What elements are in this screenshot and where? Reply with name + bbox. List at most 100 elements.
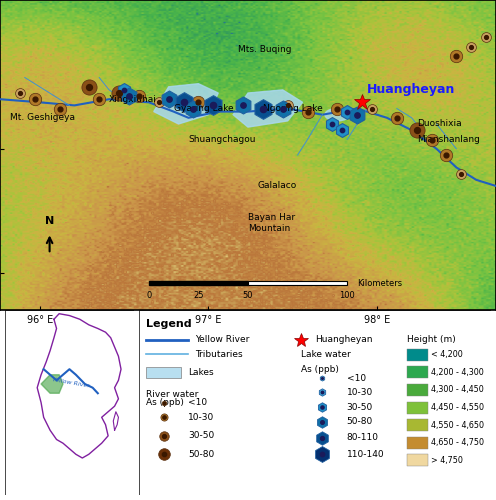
Point [328, 120, 336, 128]
Point [160, 432, 168, 440]
Text: Legend: Legend [146, 320, 191, 329]
Point [239, 102, 247, 110]
Text: Height (m): Height (m) [407, 335, 455, 344]
Point [165, 95, 173, 103]
Text: Huangheyan: Huangheyan [315, 335, 372, 344]
Point [428, 136, 435, 143]
Point [333, 104, 341, 112]
Point [442, 151, 450, 159]
Text: Mts. Buqing: Mts. Buqing [238, 45, 292, 54]
Point [31, 95, 39, 103]
Point [160, 414, 168, 422]
Text: 4,650 - 4,750: 4,650 - 4,750 [431, 438, 484, 447]
Text: Gyaring Lake: Gyaring Lake [174, 104, 233, 113]
Point [284, 102, 292, 110]
Point [393, 114, 401, 122]
Point [467, 42, 475, 50]
Text: 4,300 - 4,450: 4,300 - 4,450 [431, 386, 484, 394]
Point [343, 108, 351, 116]
Text: 25: 25 [193, 292, 204, 300]
Point [160, 450, 168, 458]
Point [155, 98, 163, 106]
Bar [407, 349, 428, 361]
Point [209, 102, 217, 110]
Polygon shape [233, 90, 303, 127]
Point [209, 102, 217, 110]
Point [318, 418, 326, 426]
Text: Galalaco: Galalaco [258, 182, 297, 190]
Point [180, 98, 187, 106]
Point [343, 108, 351, 116]
Text: Xingxiuhai: Xingxiuhai [109, 94, 157, 104]
Text: As (ppb): As (ppb) [301, 364, 339, 374]
Point [318, 374, 326, 382]
Text: 30-50: 30-50 [188, 432, 214, 440]
Point [16, 89, 24, 97]
Text: <10: <10 [347, 374, 366, 383]
Text: 50-80: 50-80 [347, 418, 373, 426]
Ellipse shape [325, 108, 350, 121]
Text: <10: <10 [188, 398, 207, 407]
Point [304, 108, 311, 116]
Point [452, 52, 460, 60]
Point [457, 170, 465, 177]
Point [135, 92, 143, 100]
Bar [407, 436, 428, 449]
Point [125, 92, 133, 100]
Point [160, 450, 168, 458]
Point [333, 104, 341, 112]
Text: N: N [45, 216, 54, 226]
Point [318, 388, 326, 396]
Text: Tributaries: Tributaries [195, 350, 243, 359]
Ellipse shape [114, 88, 134, 98]
Point [318, 450, 326, 458]
Point [160, 398, 168, 406]
Text: Kilometers: Kilometers [357, 279, 402, 288]
Text: > 4,750: > 4,750 [431, 456, 463, 464]
Point [318, 450, 326, 458]
Point [115, 89, 123, 97]
Point [160, 432, 168, 440]
Point [328, 120, 336, 128]
Point [160, 398, 168, 406]
Text: Lake water: Lake water [301, 350, 351, 359]
Point [353, 110, 361, 118]
Point [428, 136, 435, 143]
Point [95, 95, 103, 103]
Text: Ngoring Lake: Ngoring Lake [263, 104, 322, 113]
Point [95, 95, 103, 103]
Point [338, 126, 346, 134]
Point [318, 434, 326, 442]
Point [160, 414, 168, 422]
Bar [407, 402, 428, 413]
Point [318, 434, 326, 442]
Point [189, 104, 197, 112]
Polygon shape [154, 84, 218, 124]
Bar [407, 454, 428, 466]
Text: 50: 50 [243, 292, 253, 300]
Text: Yellow River: Yellow River [52, 377, 90, 388]
Point [115, 89, 123, 97]
Point [16, 89, 24, 97]
Point [368, 104, 376, 112]
Text: 80-110: 80-110 [347, 433, 378, 442]
Point [56, 104, 63, 112]
Text: 100: 100 [339, 292, 355, 300]
Text: 4,200 - 4,300: 4,200 - 4,300 [431, 368, 484, 377]
Text: 0: 0 [146, 292, 151, 300]
Point [165, 95, 173, 103]
Text: As (ppb): As (ppb) [146, 398, 184, 407]
Point [393, 114, 401, 122]
Point [120, 86, 128, 94]
Text: 30-50: 30-50 [347, 402, 373, 411]
Point [56, 104, 63, 112]
Text: Bayan Har
Mountain: Bayan Har Mountain [248, 214, 295, 233]
Point [413, 126, 421, 134]
Point [318, 388, 326, 396]
Text: Yellow River: Yellow River [195, 335, 249, 344]
Point [155, 98, 163, 106]
Text: 4,450 - 4,550: 4,450 - 4,550 [431, 403, 484, 412]
Point [125, 92, 133, 100]
Point [259, 104, 267, 112]
Text: 50-80: 50-80 [188, 450, 214, 459]
